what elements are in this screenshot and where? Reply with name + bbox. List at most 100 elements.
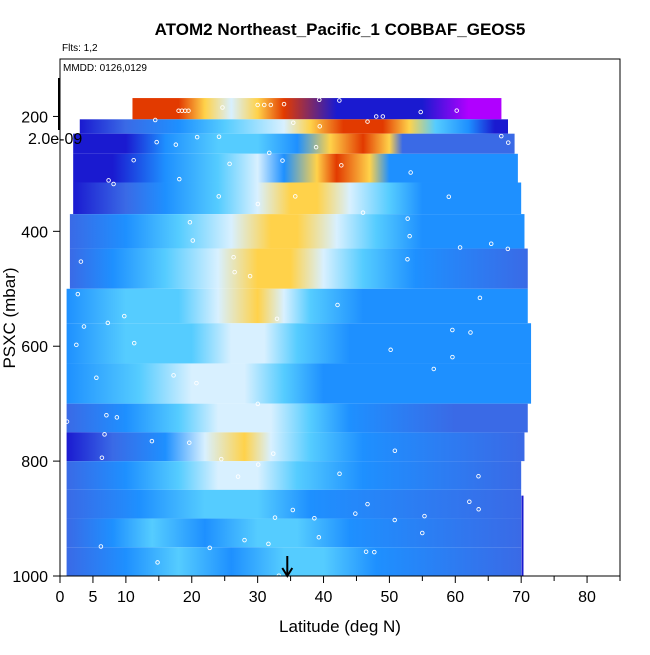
observation-point <box>171 373 176 378</box>
chart-title: ATOM2 Northeast_Pacific_1 COBBAF_GEOS5 <box>155 20 526 39</box>
x-tick-label: 10 <box>117 589 135 606</box>
observation-point <box>477 295 483 301</box>
heatmap-band <box>73 182 522 215</box>
observation-point <box>476 474 481 479</box>
heatmap-band <box>73 153 518 183</box>
observation-point <box>488 241 494 247</box>
observation-point <box>316 535 322 540</box>
observation-point <box>317 124 322 129</box>
y-tick-label: 600 <box>21 339 48 356</box>
observation-point <box>94 375 99 381</box>
y-tick-label: 1000 <box>12 569 48 586</box>
observation-point <box>422 513 427 519</box>
plot-frame <box>59 58 621 577</box>
heatmap-band <box>73 133 515 154</box>
observation-point <box>261 102 267 108</box>
x-axis-label: Latitude (deg N) <box>279 617 401 636</box>
observation-point <box>149 438 155 444</box>
x-tick-label: 80 <box>578 589 596 606</box>
observation-point <box>114 415 120 420</box>
heatmap-band <box>66 288 528 324</box>
observation-point <box>98 544 104 549</box>
observation-point <box>272 515 278 520</box>
observation-point <box>105 320 111 326</box>
heatmap-band <box>132 98 502 120</box>
scale-label: 2.0e-09 <box>28 131 82 148</box>
x-tick-label: 0 <box>56 589 65 606</box>
x-axis: 0 5 10 20 30 40 50 60 70 80 <box>56 576 621 606</box>
observation-point <box>177 176 182 182</box>
observation-point <box>431 366 437 372</box>
observation-point <box>102 432 107 437</box>
observation-point <box>266 541 271 547</box>
heatmap-bands <box>66 98 532 576</box>
observation-point <box>450 327 455 333</box>
observation-point <box>64 419 70 424</box>
observation-point <box>220 105 225 110</box>
observation-point <box>216 194 221 199</box>
heatmap-band <box>66 323 532 364</box>
observation-point <box>337 471 342 476</box>
observation-point <box>335 302 340 308</box>
x-tick-label: 5 <box>88 589 97 606</box>
observation-point <box>274 316 280 322</box>
observation-point <box>392 448 398 453</box>
observation-point <box>290 507 296 513</box>
observation-points <box>64 97 524 578</box>
x-tick-label: 50 <box>381 589 399 606</box>
observation-point <box>74 342 79 348</box>
observation-point <box>392 517 397 523</box>
latitude-marker-arrow <box>281 556 294 578</box>
x-tick-label: 40 <box>315 589 333 606</box>
observation-point <box>271 451 276 456</box>
observation-point <box>365 501 370 507</box>
observation-point <box>450 354 455 360</box>
observation-point <box>365 119 370 124</box>
observation-point <box>187 440 192 445</box>
dates-label: MMDD: 0126,0129 <box>63 63 147 74</box>
observation-point <box>131 340 137 346</box>
observation-point <box>454 108 459 113</box>
heatmap-band <box>66 432 525 462</box>
observation-point <box>131 157 136 163</box>
observation-point <box>186 108 191 113</box>
observation-point <box>360 210 366 215</box>
observation-point <box>505 140 511 145</box>
observation-point <box>281 101 287 107</box>
observation-point <box>187 220 193 225</box>
observation-point <box>267 150 272 156</box>
observation-point <box>468 330 473 335</box>
observation-point <box>363 549 369 554</box>
x-tick-label: 30 <box>249 589 267 606</box>
x-tick-label: 20 <box>183 589 201 606</box>
observation-point <box>232 269 237 275</box>
observation-point <box>418 109 423 115</box>
observation-point <box>405 216 410 221</box>
observation-point <box>78 259 84 264</box>
observation-point <box>268 102 274 108</box>
x-tick-label: 60 <box>446 589 464 606</box>
observation-point <box>339 163 344 168</box>
observation-point <box>380 114 386 119</box>
observation-point <box>106 178 111 183</box>
observation-point <box>104 413 109 418</box>
observation-point <box>154 139 159 145</box>
observation-point <box>216 134 222 140</box>
observation-point <box>152 117 158 123</box>
observation-point <box>173 142 179 147</box>
heatmap-band <box>69 214 525 249</box>
observation-point <box>190 238 196 243</box>
y-tick-label: 400 <box>21 224 48 241</box>
observation-point <box>122 313 127 319</box>
observation-point <box>194 134 200 140</box>
flights-label: Flts: 1,2 <box>62 43 98 54</box>
observation-point <box>207 545 212 551</box>
observation-point <box>373 114 379 119</box>
observation-point <box>291 120 296 125</box>
observation-point <box>467 499 472 505</box>
observation-point <box>155 560 160 565</box>
observation-point <box>353 511 358 516</box>
observation-point <box>255 462 261 467</box>
